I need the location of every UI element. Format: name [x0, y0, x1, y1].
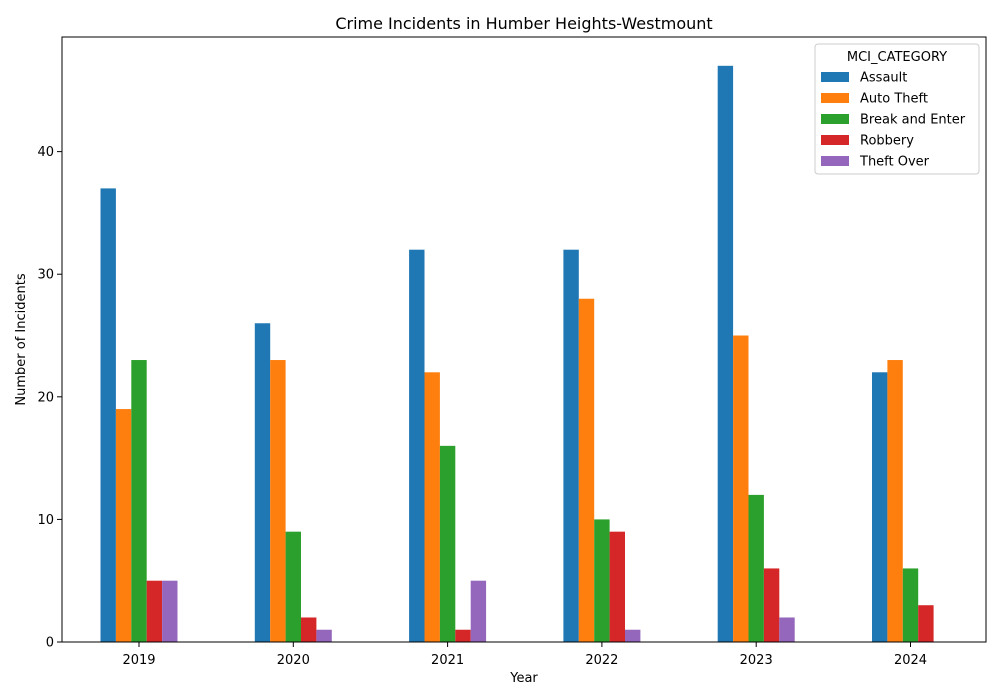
legend-title: MCI_CATEGORY	[847, 50, 947, 65]
legend-swatch	[821, 156, 849, 166]
bar	[316, 629, 332, 642]
bars-layer	[100, 65, 934, 642]
legend-swatch	[821, 72, 849, 82]
bar	[625, 629, 641, 642]
legend: MCI_CATEGORY Assault Auto Theft Break and …	[814, 43, 980, 175]
legend-entry-label: Assault	[860, 71, 907, 86]
bar	[748, 494, 764, 642]
plot-frame	[61, 36, 987, 643]
y-tick-label: 40	[37, 145, 54, 160]
bar	[115, 409, 132, 642]
bar	[470, 580, 487, 642]
y-axis: 0 10 20 30 40	[37, 145, 62, 651]
bar	[594, 519, 610, 642]
bar	[779, 617, 795, 642]
bar	[424, 372, 440, 642]
bar	[162, 580, 178, 642]
x-tick-label: 2019	[122, 653, 155, 668]
y-axis-label: Number of Incidents	[14, 273, 29, 405]
legend-entry-label: Theft Over	[859, 155, 930, 170]
bar	[872, 372, 888, 642]
bar	[887, 360, 903, 642]
bar	[733, 335, 749, 642]
legend-swatch	[821, 93, 849, 103]
x-axis: 2019 2020 2021 2022 2023 2024	[122, 642, 927, 668]
bar	[270, 360, 286, 642]
bar	[455, 629, 471, 642]
bar	[146, 580, 163, 642]
y-tick-label: 20	[37, 390, 54, 405]
bar	[717, 65, 734, 642]
bar	[578, 298, 595, 642]
bar	[439, 445, 456, 642]
x-axis-label: Year	[509, 671, 538, 686]
x-tick-label: 2022	[585, 653, 618, 668]
chart-title: Crime Incidents in Humber Heights-Westmo…	[335, 14, 712, 33]
x-tick-label: 2021	[431, 653, 464, 668]
bar	[918, 605, 934, 642]
bar	[131, 360, 147, 642]
x-tick-label: 2020	[277, 653, 310, 668]
bar	[285, 531, 301, 642]
bar	[254, 323, 271, 642]
legend-swatch	[821, 135, 849, 145]
legend-entry-label: Auto Theft	[860, 92, 928, 107]
bar	[763, 568, 780, 642]
y-tick-label: 10	[37, 513, 54, 528]
bar	[563, 249, 579, 642]
y-tick-label: 0	[46, 636, 54, 651]
y-tick-label: 30	[37, 268, 54, 283]
bar	[301, 617, 317, 642]
x-tick-label: 2024	[894, 653, 927, 668]
bar	[902, 568, 919, 642]
legend-frame	[814, 43, 980, 175]
bar	[100, 188, 116, 642]
legend-entry-label: Break and Enter	[860, 113, 966, 128]
legend-entry-label: Robbery	[860, 134, 914, 149]
bar	[609, 531, 625, 642]
legend-swatch	[821, 114, 849, 124]
x-tick-label: 2023	[740, 653, 773, 668]
bar	[409, 249, 425, 642]
